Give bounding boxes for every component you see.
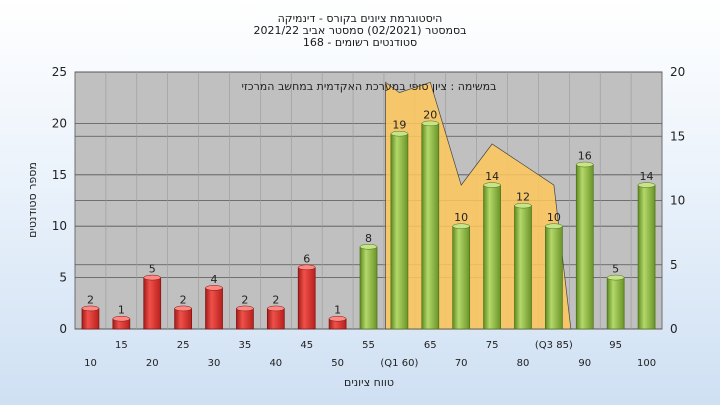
annotation-text: במשימה : ציון סופי במערכת האקדמית במחשב …	[242, 80, 497, 93]
bar-10	[81, 308, 100, 330]
bar-65	[421, 123, 440, 330]
bar-85	[545, 225, 563, 330]
bar-cap-65	[421, 120, 440, 127]
x-tick-label-20: 20	[146, 358, 159, 369]
x-tick-label-70: 70	[455, 358, 468, 369]
x-tick-label-45: 45	[300, 340, 313, 351]
x-tick-label-15: 15	[115, 340, 128, 351]
bar-cap-30	[205, 285, 223, 291]
y-tick-label-10: 10	[52, 219, 67, 233]
bar-value-label-60: 19	[392, 119, 406, 132]
bar-45	[297, 266, 316, 330]
bar-30	[205, 287, 223, 330]
x-tick-label-100: 100	[637, 358, 656, 369]
bar-value-label-85: 10	[547, 211, 561, 224]
x-tick-label-10: 10	[84, 358, 97, 369]
bar-75	[483, 184, 501, 330]
bar-cap-45	[297, 264, 316, 271]
bar-value-label-75: 14	[485, 170, 499, 183]
bar-cap-95	[606, 274, 625, 281]
bar-20	[143, 277, 162, 330]
bar-value-label-95: 5	[612, 263, 619, 276]
bar-cap-20	[143, 274, 161, 281]
bar-100	[637, 184, 656, 330]
chart-title-line-1: היסטוגרמת ציונים בקורס - דינמיקה	[277, 12, 443, 25]
bar-cap-75	[483, 182, 501, 188]
x-tick-label-55: 55	[362, 340, 375, 351]
bar-95	[606, 277, 625, 330]
y2-tick-label-0: 0	[670, 322, 678, 336]
bar-cap-90	[576, 161, 594, 168]
bar-cap-70	[452, 223, 470, 229]
bar-60	[390, 133, 409, 330]
bar-value-label-35: 2	[241, 293, 248, 306]
chart-title-line-2: בסמסטר (02/2021) סמסטר אביב 2021/22	[253, 24, 467, 37]
y-axis-label: מספר סטודנטים	[26, 162, 39, 238]
bar-cap-50	[328, 315, 347, 322]
y2-tick-label-15: 15	[670, 129, 685, 143]
y-tick-label-20: 20	[52, 116, 67, 130]
bar-value-label-70: 10	[454, 211, 468, 224]
y-tick-label-15: 15	[52, 168, 67, 182]
bar-cap-15	[112, 315, 131, 322]
bar-40	[266, 308, 285, 330]
bar-35	[236, 308, 254, 330]
axes: 05101520250510152010152025303540455055(Q…	[52, 65, 686, 369]
bar-cap-85	[545, 223, 563, 229]
x-tick-label-85: (Q3 85)	[535, 340, 573, 351]
bar-value-label-45: 6	[303, 252, 310, 265]
x-tick-label-25: 25	[177, 340, 190, 351]
bar-cap-25	[174, 305, 192, 312]
bar-cap-80	[514, 202, 532, 209]
bar-cap-100	[637, 182, 656, 188]
bar-value-label-30: 4	[211, 273, 218, 286]
bar-value-label-10: 2	[87, 293, 94, 306]
bar-cap-55	[359, 244, 378, 250]
x-tick-label-35: 35	[239, 340, 252, 351]
bar-cap-40	[267, 305, 285, 312]
bar-value-label-90: 16	[578, 150, 592, 163]
bar-value-label-50: 1	[334, 304, 341, 317]
x-tick-label-90: 90	[578, 358, 591, 369]
y2-tick-label-20: 20	[670, 65, 685, 79]
y-tick-label-5: 5	[59, 271, 67, 285]
bar-25	[174, 308, 192, 330]
bar-value-label-20: 5	[149, 263, 156, 276]
x-tick-label-75: 75	[486, 340, 499, 351]
x-tick-label-65: 65	[424, 340, 437, 351]
y-tick-label-0: 0	[59, 322, 67, 336]
bar-value-label-65: 20	[423, 108, 437, 121]
bar-value-label-55: 8	[365, 232, 372, 245]
chart-title-line-3: סטודנטים רשומים - 168	[302, 36, 418, 49]
bar-value-label-100: 14	[640, 170, 654, 183]
y2-tick-label-5: 5	[670, 258, 678, 272]
bar-80	[514, 205, 532, 330]
bar-90	[575, 164, 594, 330]
bar-value-label-15: 1	[118, 304, 125, 317]
y-tick-label-25: 25	[52, 65, 67, 79]
y2-tick-label-10: 10	[670, 194, 685, 208]
bar-value-label-25: 2	[180, 293, 187, 306]
bar-value-label-40: 2	[272, 293, 279, 306]
bar-value-label-80: 12	[516, 191, 530, 204]
bar-70	[452, 225, 471, 330]
bar-cap-35	[236, 305, 254, 312]
x-tick-label-95: 95	[609, 340, 622, 351]
x-tick-label-60: (Q1 60)	[380, 358, 418, 369]
bar-55	[359, 246, 378, 330]
x-axis-label: טווח ציונים	[344, 376, 394, 389]
x-tick-label-80: 80	[517, 358, 530, 369]
bar-cap-10	[81, 305, 100, 312]
x-tick-label-50: 50	[331, 358, 344, 369]
x-tick-label-40: 40	[269, 358, 282, 369]
x-tick-label-30: 30	[208, 358, 221, 369]
bar-cap-60	[390, 130, 409, 137]
